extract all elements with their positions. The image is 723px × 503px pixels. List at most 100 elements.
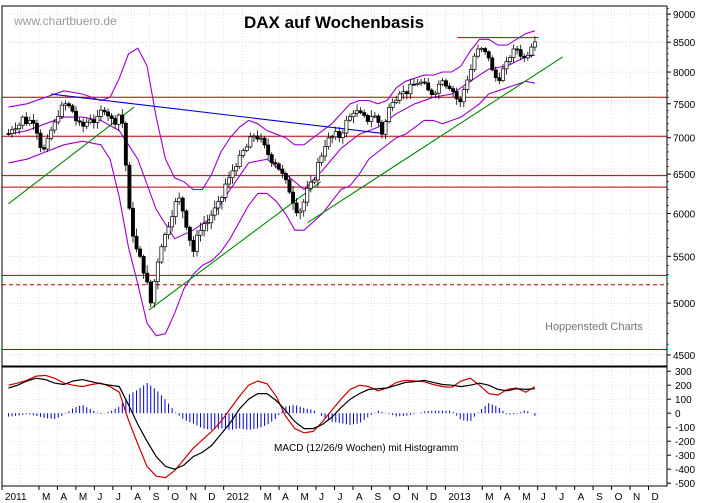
- candle-body-down: [31, 119, 36, 124]
- candle-body-down: [376, 115, 381, 123]
- candle: [333, 126, 338, 141]
- candle-body-down: [490, 57, 495, 71]
- candle-body-up: [56, 116, 61, 123]
- candle-body-up: [348, 116, 352, 121]
- candle-body-up: [500, 68, 505, 81]
- candle: [205, 214, 210, 232]
- candle: [458, 95, 463, 108]
- candle-body-up: [159, 246, 164, 263]
- candle-body-up: [59, 104, 64, 117]
- candle: [372, 111, 377, 119]
- candle-body-down: [66, 103, 71, 107]
- candle: [216, 195, 221, 215]
- x-tick-label: J: [559, 492, 564, 503]
- candle: [198, 222, 203, 242]
- macd-tick-label: -500: [675, 479, 695, 490]
- candle-body-up: [323, 146, 328, 157]
- trend-line: [50, 93, 384, 135]
- candle-body-up: [116, 114, 121, 125]
- candle-body-up: [468, 69, 473, 81]
- candle: [138, 246, 143, 259]
- candle-body-up: [465, 79, 470, 90]
- candle: [387, 103, 392, 124]
- candle-body-down: [187, 226, 192, 241]
- candle-body-up: [205, 222, 210, 225]
- candle-body-up: [372, 115, 377, 118]
- candle: [376, 113, 381, 127]
- price-tick-label: 4500: [673, 351, 696, 362]
- candle-body-down: [131, 207, 135, 237]
- candle-body-up: [397, 93, 402, 101]
- candle: [486, 50, 491, 62]
- price-panel-frame: [1, 5, 668, 367]
- candle: [312, 177, 317, 185]
- candle-body-up: [251, 135, 256, 138]
- candle-body-up: [330, 136, 335, 139]
- candle: [404, 90, 409, 100]
- x-tick-label: A: [282, 492, 289, 503]
- price-tick-label: 8000: [673, 68, 696, 79]
- candle: [351, 109, 356, 124]
- candle-body-up: [383, 121, 388, 135]
- candle-body-down: [276, 163, 281, 170]
- candle: [426, 78, 431, 92]
- candle: [219, 195, 224, 210]
- candle: [70, 104, 75, 113]
- x-tick-label: O: [393, 492, 401, 503]
- candle: [116, 113, 121, 132]
- watermark: www.chartbuero.de: [13, 14, 117, 28]
- candle-body-up: [177, 197, 182, 202]
- candle: [99, 105, 103, 121]
- macd-tick-label: -400: [675, 465, 695, 476]
- candle: [305, 180, 310, 207]
- candle-body-up: [248, 136, 253, 148]
- candle: [152, 278, 157, 308]
- macd-tick-label: -200: [675, 437, 695, 448]
- candle-body-down: [426, 82, 431, 91]
- candle-body-down: [38, 132, 43, 148]
- candle-body-down: [412, 83, 416, 86]
- candle-body-up: [315, 162, 320, 181]
- x-tick-label: J: [541, 492, 546, 503]
- bollinger-upper-band: [8, 30, 536, 191]
- candle: [330, 134, 335, 144]
- candle: [394, 95, 399, 105]
- candle-body-up: [504, 61, 509, 70]
- candle-body-down: [283, 173, 288, 181]
- macd-tick-label: 0: [675, 409, 681, 420]
- candle-body-down: [444, 80, 448, 87]
- candle-body-down: [458, 98, 463, 103]
- candle-body-up: [479, 48, 484, 50]
- x-tick-label: M: [79, 492, 87, 503]
- candle: [500, 63, 505, 83]
- candle-body-up: [163, 234, 167, 248]
- candle-body-down: [134, 235, 139, 250]
- candle-body-down: [294, 202, 299, 214]
- candle-body-down: [337, 131, 342, 139]
- candle-body-down: [522, 55, 527, 59]
- candle: [419, 78, 424, 87]
- candle-body-up: [152, 280, 157, 304]
- candle-body-down: [138, 248, 143, 257]
- candle: [433, 90, 438, 99]
- candle-body-up: [216, 201, 221, 209]
- candle-body-up: [63, 103, 68, 106]
- candle: [66, 101, 71, 109]
- candle-body-down: [365, 115, 370, 122]
- candle: [355, 104, 360, 117]
- candle: [447, 83, 452, 91]
- candle: [476, 44, 480, 59]
- candle-body-down: [81, 121, 86, 127]
- candle: [38, 129, 43, 153]
- candle: [259, 133, 263, 143]
- candle-body-down: [362, 112, 367, 116]
- candle: [212, 200, 217, 221]
- candle: [344, 116, 349, 138]
- candle-body-up: [508, 57, 512, 62]
- candle-body-down: [422, 81, 427, 84]
- source-label: Hoppenstedt Charts: [545, 321, 643, 333]
- candle-body-up: [52, 121, 57, 131]
- candle-body-down: [34, 122, 39, 134]
- candle: [177, 192, 182, 205]
